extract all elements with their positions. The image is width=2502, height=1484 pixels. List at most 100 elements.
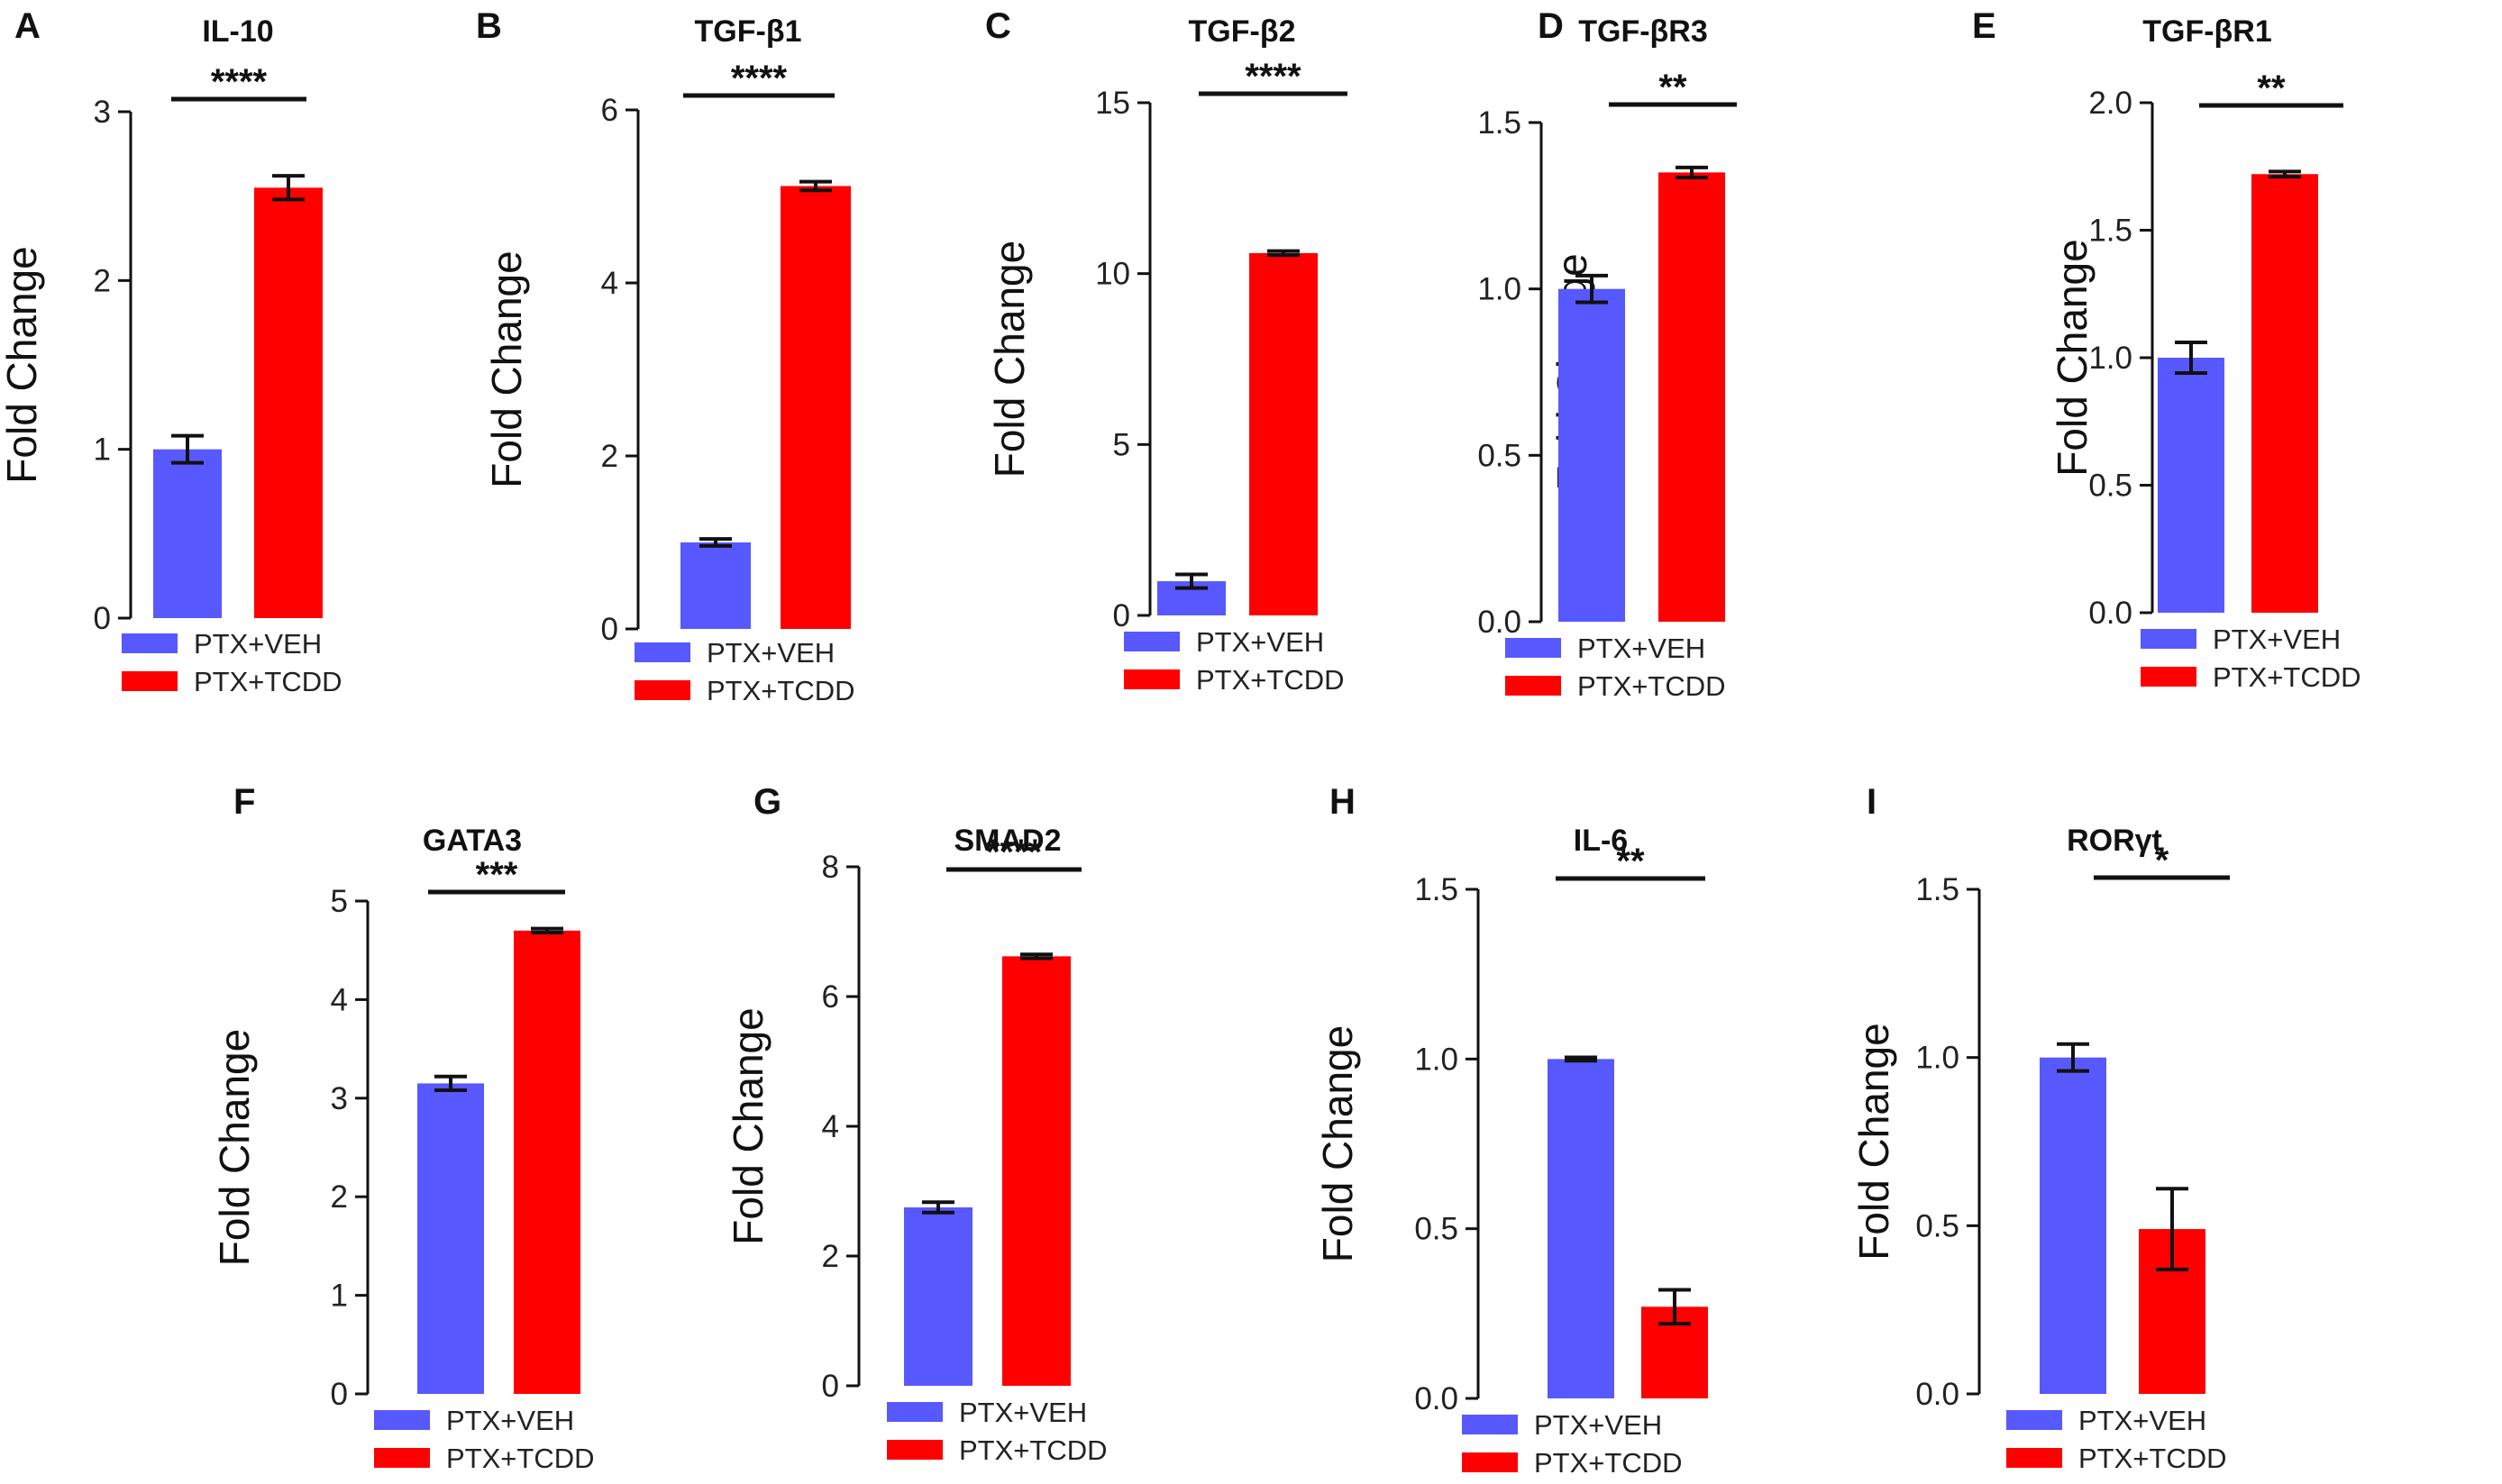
significance-stars: ****	[986, 833, 1043, 872]
legend-label-tcdd: PTX+TCDD	[2078, 1443, 2227, 1474]
significance-stars: **	[1658, 68, 1687, 107]
y-tick-label: 1.5	[1477, 105, 1521, 141]
chart-panel-i: I RORγt* Fold Change 0.0 0.5 1.0 1.5 PTX+VEH PTX…	[1850, 782, 2230, 1474]
bar-ptx-tcdd	[254, 187, 323, 619]
significance-stars: ****	[731, 59, 788, 98]
y-tick-label: 3	[94, 95, 111, 130]
significance-stars: *	[2155, 841, 2169, 880]
bar-ptx-tcdd	[781, 186, 851, 630]
legend-swatch-veh	[122, 633, 178, 653]
significance-stars: **	[1616, 842, 1645, 881]
panel-letter: B	[476, 6, 502, 46]
y-tick-label: 0	[601, 612, 618, 647]
panel-letter: C	[985, 6, 1011, 46]
bar-ptx-tcdd	[1249, 252, 1318, 615]
legend-label-tcdd: PTX+TCDD	[1534, 1447, 1683, 1479]
y-tick-label: 4	[601, 266, 618, 301]
legend-swatch-veh	[2006, 1410, 2062, 1430]
y-tick-label: 1.5	[1915, 872, 1959, 907]
y-tick-label: 0.5	[1477, 438, 1521, 473]
y-tick-label: 0	[94, 601, 111, 636]
legend-swatch-veh	[1462, 1415, 1518, 1434]
y-axis-label: Fold Change	[725, 1007, 772, 1244]
y-tick-label: 6	[601, 93, 618, 128]
chart-title: RORγt	[2067, 824, 2162, 858]
bar-ptx-tcdd	[1658, 172, 1725, 622]
panel-letter: G	[753, 782, 781, 822]
legend-swatch-veh	[2141, 629, 2196, 649]
y-axis-label: Fold Change	[483, 250, 530, 487]
legend-swatch-veh	[1505, 638, 1561, 658]
chart-title: IL-6	[1574, 824, 1628, 858]
panel-letter: F	[233, 782, 255, 822]
y-tick-label: 0.0	[2088, 596, 2132, 631]
panel-letter: A	[14, 6, 41, 46]
legend-swatch-tcdd	[887, 1440, 943, 1460]
legend-label-veh: PTX+VEH	[1577, 633, 1705, 664]
y-tick-label: 8	[822, 850, 839, 885]
y-tick-label: 4	[331, 982, 348, 1017]
legend-swatch-tcdd	[122, 671, 178, 691]
y-tick-label: 0.0	[1414, 1381, 1458, 1416]
legend-label-veh: PTX+VEH	[1196, 626, 1324, 658]
y-tick-label: 2	[822, 1239, 839, 1274]
chart-panel-b: B TGF-β1 **** Fold Change 0 2 4 6 PTX+VEH PTX+TCD…	[476, 6, 855, 706]
y-tick-label: 2	[94, 263, 111, 298]
y-tick-label: 0.5	[1915, 1208, 1959, 1243]
y-tick-label: 0	[822, 1369, 839, 1404]
panel-letter: D	[1538, 6, 1564, 46]
legend-swatch-tcdd	[2006, 1448, 2062, 1468]
y-tick-label: 1	[331, 1279, 348, 1314]
legend-label-tcdd: PTX+TCDD	[2213, 661, 2361, 693]
chart-title: GATA3	[423, 824, 522, 858]
y-tick-label: 2	[331, 1179, 348, 1215]
y-tick-label: 5	[1113, 427, 1130, 462]
y-tick-label: 1.5	[1414, 872, 1458, 907]
panel-letter: E	[1972, 6, 1996, 46]
y-tick-label: 0	[1113, 598, 1130, 633]
panel-letter: H	[1329, 782, 1356, 822]
y-tick-label: 1	[94, 432, 111, 468]
chart-title: IL-10	[202, 14, 273, 49]
legend-swatch-tcdd	[2141, 667, 2196, 687]
y-tick-label: 6	[822, 979, 839, 1015]
significance-stars: ***	[476, 855, 518, 895]
legend-swatch-tcdd	[1462, 1452, 1518, 1472]
legend-label-veh: PTX+VEH	[446, 1405, 574, 1436]
y-tick-label: 3	[331, 1081, 348, 1116]
legend-swatch-veh	[1124, 632, 1180, 651]
legend-swatch-tcdd	[635, 680, 690, 700]
chart-panel-a: A IL-10 **** Fold Change 0 1 2 3 PTX+VEH PTX+TCDD	[0, 6, 342, 697]
chart-panel-g: G SMAD2**** Fold Change 0 2 4 6 8 PTX+VEH PTX+TCD…	[725, 782, 1108, 1466]
legend-label-tcdd: PTX+TCDD	[707, 675, 855, 706]
legend-label-tcdd: PTX+TCDD	[1196, 664, 1345, 696]
y-axis-label: Fold Change	[1314, 1025, 1361, 1262]
legend-swatch-tcdd	[374, 1448, 430, 1468]
y-tick-label: 10	[1095, 257, 1130, 292]
bar-ptx-veh	[1558, 288, 1625, 622]
chart-panel-f: F GATA3*** Fold Change 0 1 2 3 4 5 PTX+VEH PTX+TCD…	[211, 782, 595, 1474]
y-tick-label: 2	[601, 439, 618, 474]
bar-ptx-tcdd	[1002, 956, 1071, 1386]
bar-ptx-veh	[417, 1083, 484, 1394]
bar-ptx-tcdd	[514, 930, 580, 1394]
y-axis-label: Fold Change	[1850, 1023, 1897, 1260]
y-tick-label: 0	[331, 1377, 348, 1412]
legend-label-veh: PTX+VEH	[707, 637, 835, 669]
chart-title: TGF-βR3	[1578, 14, 1708, 49]
y-axis-label: Fold Change	[2049, 239, 2096, 476]
legend-label-veh: PTX+VEH	[2078, 1405, 2206, 1436]
chart-title: SMAD2	[954, 824, 1061, 858]
bar-ptx-veh	[680, 542, 751, 629]
y-tick-label: 0.5	[2088, 469, 2132, 504]
bar-ptx-veh	[2040, 1057, 2106, 1394]
chart-panel-h: H IL-6** Fold Change 0.0 0.5 1.0 1.5 PTX+VEH PTX…	[1314, 782, 1708, 1479]
legend-label-veh: PTX+VEH	[959, 1397, 1087, 1428]
chart-panel-c: C TGF-β2 **** Fold Change 0 5 10 15 PTX+VEH PTX+T…	[985, 6, 1347, 696]
y-axis-label: Fold Change	[0, 246, 45, 483]
y-tick-label: 1.0	[1414, 1042, 1458, 1077]
legend-label-tcdd: PTX+TCDD	[959, 1434, 1108, 1466]
chart-title: TGF-β1	[695, 14, 802, 49]
